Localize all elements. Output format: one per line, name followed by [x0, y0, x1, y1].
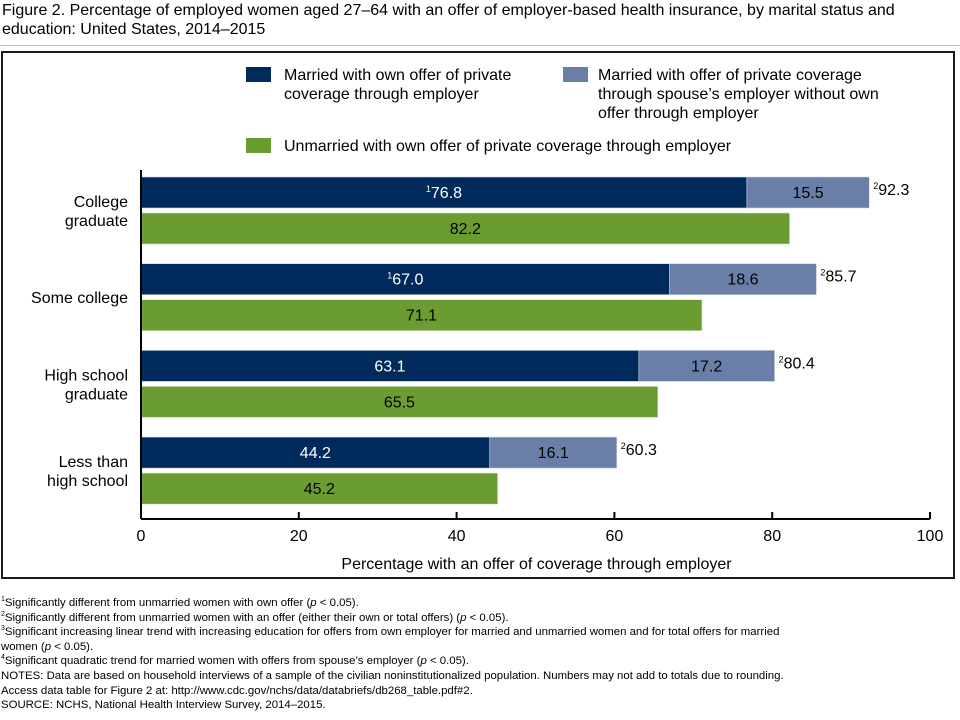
- category-label: College: [74, 194, 128, 211]
- data-label-married-spouse: 16.1: [538, 445, 569, 462]
- x-axis-title: Percentage with an offer of coverage thr…: [341, 556, 732, 573]
- value: 80.4: [784, 355, 815, 372]
- data-label-unmarried-own: 82.2: [450, 221, 481, 238]
- x-axis: 0 20 40 60 80 100 Percentage with an offer of …: [137, 170, 944, 573]
- bar-unmarried-own: [140, 472, 498, 505]
- value: 60.3: [626, 442, 657, 459]
- bar-unmarried-own: [140, 386, 659, 418]
- data-label-married-own: 44.2: [300, 445, 331, 462]
- legend-label-line: through spouse’s employer without own: [598, 86, 879, 103]
- x-tick-label: 100: [917, 528, 944, 545]
- legend-label-line: Unmarried with own offer of private cove…: [284, 138, 732, 155]
- bar-married-spouse: [669, 263, 817, 296]
- data-label-married-total: 280.4: [779, 354, 815, 372]
- bar-unmarried-own: [140, 212, 790, 245]
- x-tick-label: 80: [763, 528, 781, 545]
- legend-swatch-unmarried-own: [246, 138, 271, 153]
- x-tick-label: 0: [137, 528, 146, 545]
- data-label-married-total: 260.3: [621, 441, 657, 459]
- legend-label-line: Married with offer of private coverage: [598, 67, 862, 84]
- footnote: women (p < 0.05).: [1, 640, 94, 653]
- value: 85.7: [825, 269, 856, 286]
- bar-married-own: [140, 436, 491, 469]
- bar-chart: College graduate Some college High school gr…: [31, 170, 944, 573]
- x-tick-label: 60: [606, 528, 624, 545]
- data-label-married-total: 285.7: [820, 268, 856, 286]
- data-label-unmarried-own: 71.1: [406, 308, 437, 325]
- access-link-text[interactable]: Access data table for Figure 2 at: http:…: [1, 684, 473, 697]
- bar-married-spouse: [746, 176, 870, 209]
- category-label: Less than: [59, 454, 128, 471]
- bar-married-own: [140, 350, 640, 382]
- category-label: graduate: [65, 386, 128, 403]
- bar-married-spouse: [489, 436, 618, 469]
- footnote: 2Significantly different from unmarried …: [1, 610, 509, 624]
- superscript: 2: [873, 181, 878, 191]
- superscript: 2: [820, 268, 825, 278]
- bars: [140, 176, 870, 505]
- superscript: 2: [621, 441, 626, 451]
- footnote: 1Significantly different from unmarried …: [1, 596, 359, 609]
- category-label: High school: [44, 367, 128, 384]
- source-text: SOURCE: NCHS, National Health Interview …: [1, 699, 326, 712]
- legend-label-line: coverage through employer: [284, 86, 479, 103]
- legend-swatch-married-own: [246, 67, 271, 82]
- data-label-married-spouse: 17.2: [691, 358, 722, 375]
- superscript: 1: [387, 271, 392, 281]
- footnote: 4Significant quadratic trend for married…: [1, 654, 469, 668]
- footnote-marker: 4: [1, 654, 5, 662]
- footnote-marker: 2: [1, 610, 5, 618]
- value: 67.0: [392, 272, 423, 289]
- superscript: 2: [779, 354, 784, 364]
- figure-title: Figure 2. Percentage of employed women a…: [2, 2, 895, 38]
- footnote: 3Significant increasing linear trend wit…: [1, 625, 780, 639]
- category-labels: College graduate Some college High school gr…: [31, 194, 128, 490]
- data-label-unmarried-own: 65.5: [384, 394, 415, 411]
- data-label-married-total: 292.3: [873, 181, 909, 199]
- title-divider: [0, 45, 960, 46]
- legend-swatch-married-spouse: [563, 67, 588, 82]
- superscript: 1: [426, 184, 431, 194]
- data-label-married-spouse: 18.6: [727, 272, 758, 289]
- data-label-married-own: 167.0: [387, 271, 423, 289]
- data-label-unmarried-own: 45.2: [304, 481, 335, 498]
- data-label-married-own: 176.8: [426, 184, 462, 202]
- value: 76.8: [431, 185, 462, 202]
- chart-frame: [1, 51, 955, 579]
- category-label: graduate: [65, 213, 128, 230]
- footnotes: 1Significantly different from unmarried …: [1, 596, 951, 713]
- bar-married-spouse: [638, 350, 775, 382]
- x-tick-label: 20: [290, 528, 308, 545]
- legend-label-line: Married with own offer of private: [284, 67, 512, 84]
- x-tick-label: 40: [448, 528, 466, 545]
- legend-label-line: offer through employer: [598, 105, 759, 122]
- footnote-marker: 1: [1, 596, 5, 603]
- value: 92.3: [878, 182, 909, 199]
- category-label: Some college: [31, 290, 128, 307]
- bar-married-own: [140, 176, 748, 209]
- data-label-married-own: 63.1: [374, 358, 405, 375]
- data-label-married-spouse: 15.5: [793, 185, 824, 202]
- category-label: high school: [47, 473, 128, 490]
- notes-text: NOTES: Data are based on household inter…: [1, 669, 784, 682]
- footnote-marker: 3: [1, 625, 5, 633]
